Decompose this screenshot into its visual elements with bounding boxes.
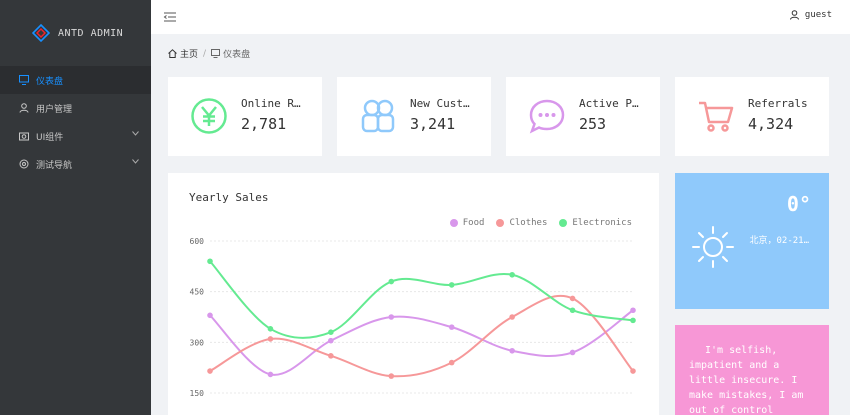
data-point-food [207,312,213,319]
data-point-electronics [630,317,636,324]
yen-icon [191,98,227,134]
series-line-electronics [209,260,634,339]
weather-card: 0° 北京，02-21… [675,173,829,309]
legend-item-electronics[interactable]: Electronics [559,218,632,228]
stat-card-active-projects: Active P… 253 [506,77,660,156]
sidebar-item-dashboard[interactable]: 仪表盘 [0,66,151,94]
user-menu[interactable]: guest [789,10,832,20]
data-point-clothes [569,295,576,302]
sun-icon [692,226,734,268]
data-point-electronics [328,329,334,335]
stat-label: Online R… [241,97,301,110]
settings-icon [18,158,30,170]
stat-value: 253 [579,115,607,133]
data-point-clothes [388,373,395,379]
logo[interactable]: ANTD ADMIN [0,0,151,66]
chart-title: Yearly Sales [189,191,269,204]
quote-text: I'm selfish, impatient and a little inse… [689,345,804,415]
header: guest [151,0,850,34]
breadcrumb: 主页 / 仪表盘 [168,47,250,60]
sidebar-item-users[interactable]: 用户管理 [0,94,151,122]
stat-card-new-customers: New Cust… 3,241 [337,77,491,156]
sidebar-item-ui-components[interactable]: UI组件 [0,122,151,150]
legend-swatch [449,219,458,227]
legend-item-clothes[interactable]: Clothes [496,218,547,228]
data-point-food [630,307,636,314]
stat-card-online-review: Online R… 2,781 [168,77,322,156]
username: guest [804,10,832,20]
data-point-food [328,337,334,344]
series-line-food [209,309,634,376]
yearly-sales-card: 150 300 450 600 Yearly Sales Food Clothes E… [168,173,659,415]
sidebar-item-label: 仪表盘 [36,76,64,87]
data-point-electronics [509,271,515,278]
menu-fold-icon[interactable] [163,10,177,24]
chevron-down-icon [132,131,139,136]
data-point-clothes [630,368,636,374]
desktop-icon [18,74,30,86]
message-icon [529,99,565,134]
chart-legend: Food Clothes Electronics [438,218,632,228]
weather-temperature: 0° [786,192,811,216]
y-tick-label: 150 [190,389,205,398]
data-point-electronics [267,326,274,332]
desktop-icon [211,49,221,58]
stat-value: 2,781 [241,115,287,133]
user-icon [18,102,30,114]
y-tick-label: 300 [190,338,205,347]
user-icon [789,10,799,20]
y-tick-label: 600 [190,237,205,246]
legend-item-food[interactable]: Food [449,218,484,228]
breadcrumb-current: 仪表盘 [211,47,250,60]
legend-swatch [496,219,505,227]
data-point-food [509,347,515,354]
yearly-sales-chart: 150 300 450 600 [190,237,636,398]
data-point-clothes [448,359,455,366]
stat-label: Referrals [748,97,808,110]
sidebar-item-test-nav[interactable]: 测试导航 [0,150,151,178]
data-point-food [569,349,576,356]
data-point-electronics [207,258,213,265]
data-point-clothes [328,353,334,359]
data-point-electronics [448,282,455,288]
breadcrumb-home[interactable]: 主页 [168,47,198,60]
data-point-electronics [388,278,395,285]
sidebar-item-label: UI组件 [36,132,64,143]
sidebar: ANTD ADMIN 仪表盘 用户管理 UI组件 测试导航 [0,0,151,415]
stat-value: 4,324 [748,115,794,133]
data-point-clothes [267,336,274,342]
stat-label: Active P… [579,97,639,110]
home-icon [168,49,177,58]
data-point-electronics [569,307,576,314]
cart-icon [699,101,734,132]
legend-swatch [559,219,568,227]
quote-card: I'm selfish, impatient and a little inse… [675,325,829,415]
logo-icon [32,24,50,42]
logo-text: ANTD ADMIN [58,27,124,39]
data-point-clothes [509,314,515,320]
y-tick-label: 450 [190,288,205,297]
data-point-food [448,324,455,330]
stat-card-referrals: Referrals 4,324 [675,77,829,156]
sidebar-item-label: 测试导航 [36,160,73,171]
stat-value: 3,241 [410,115,456,133]
weather-city: 北京，02-21… [749,236,809,246]
chevron-down-icon [132,159,139,164]
breadcrumb-separator: / [203,48,207,59]
data-point-food [388,314,395,320]
stat-label: New Cust… [410,97,470,110]
sidebar-item-label: 用户管理 [36,104,73,115]
data-point-clothes [207,368,213,374]
camera-icon [18,130,30,142]
team-icon [361,99,395,133]
data-point-food [267,371,274,378]
